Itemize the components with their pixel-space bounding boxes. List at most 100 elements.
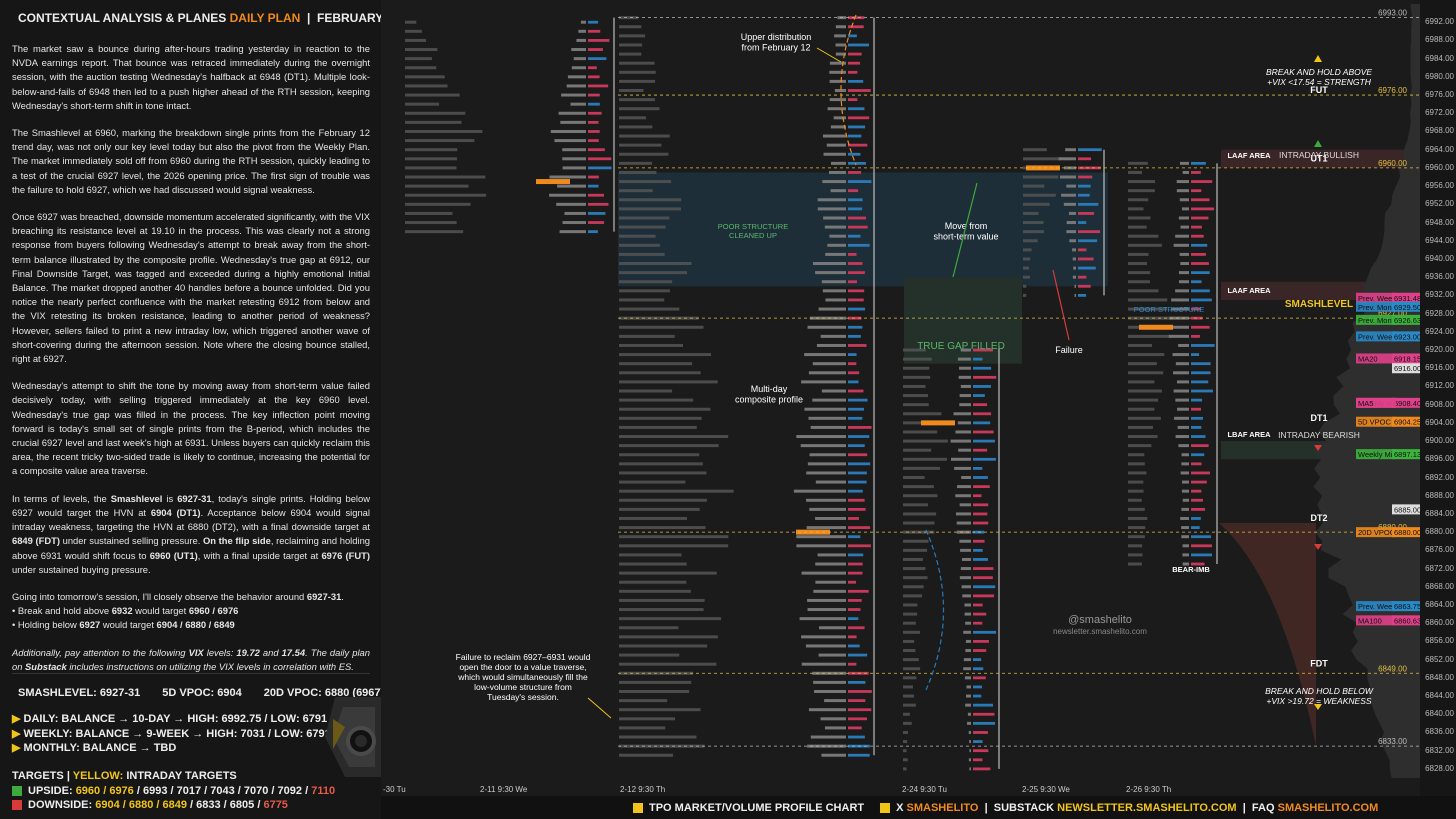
level-tag-bg	[1356, 601, 1396, 612]
delta-sell-bar	[588, 93, 600, 97]
delta-buy-bar	[588, 212, 606, 215]
volume-bar	[950, 457, 971, 461]
delta-buy-bar	[588, 184, 599, 188]
delta-sell-bar	[1191, 216, 1209, 220]
header-ticker: ES	[210, 11, 227, 25]
delta-buy-bar	[588, 102, 600, 106]
tpo-letters	[619, 98, 655, 102]
y-tick-label: 6920.00	[1425, 345, 1454, 355]
delta-sell-bar	[588, 130, 600, 133]
y-tick-label: 6848.00	[1425, 672, 1454, 682]
delta-sell-bar	[1191, 489, 1202, 493]
y-tick-label: 6872.00	[1425, 563, 1454, 573]
tpo-letters	[619, 562, 687, 566]
volume-bar	[805, 644, 846, 648]
vpoc5-label: 5D VPOC: 6904	[162, 687, 242, 699]
tpo-letters	[619, 453, 700, 457]
volume-bar	[807, 462, 846, 466]
tpo-letters	[619, 635, 718, 639]
volume-bar	[806, 526, 846, 530]
tpo-letters	[1128, 407, 1155, 411]
level-tag-value-bg	[1392, 314, 1420, 325]
tpo-letters	[1023, 257, 1031, 261]
y-tick-label: 6960.00	[1425, 162, 1454, 172]
delta-buy-bar	[848, 553, 864, 557]
delta-buy-bar	[1191, 526, 1200, 529]
annotation-dashed-curve	[840, 14, 857, 166]
tpo-letters	[1128, 553, 1143, 557]
levels-paragraph: In terms of levels, the Smashlevel is 69…	[12, 492, 370, 575]
volume-bar	[1179, 252, 1189, 256]
volume-bar	[821, 389, 846, 393]
tpo-letters	[1128, 262, 1148, 266]
volume-bar	[558, 111, 586, 115]
level-tag-label: Prev. Month POC	[1358, 316, 1417, 325]
delta-sell-bar	[848, 116, 870, 120]
poor-structure-zone	[618, 172, 1108, 287]
annotation-arrow	[952, 182, 978, 278]
delta-sell-bar	[973, 712, 995, 716]
tpo-letters	[619, 407, 711, 411]
triangle-up-icon	[1314, 140, 1322, 147]
footer-x-handle[interactable]: SMASHELITO	[906, 801, 979, 814]
volume-bar	[1061, 193, 1076, 197]
tpo-letters	[903, 512, 937, 516]
volume-bar	[1170, 325, 1189, 329]
footer-x: X	[896, 801, 904, 814]
volume-bar	[823, 152, 846, 156]
tpo-letters	[619, 334, 675, 338]
footer-substack-url[interactable]: NEWSLETTER.SMASHELITO.COM	[1057, 801, 1237, 814]
level-tag-value-bg	[1392, 416, 1420, 427]
delta-buy-bar	[973, 721, 995, 725]
volume-bar	[1177, 407, 1189, 411]
y-tick-label: 6972.00	[1425, 108, 1454, 118]
tpo-letters	[903, 667, 921, 671]
tpo-letters	[1023, 266, 1030, 270]
volume-bar	[1179, 198, 1189, 202]
volume-bar	[1169, 316, 1189, 320]
vix-note: Additionally, pay attention to the follo…	[12, 646, 370, 672]
annotation-failure-reclaim: low-volume structure from	[474, 682, 572, 692]
delta-sell-bar	[848, 589, 869, 593]
delta-sell-bar	[1191, 225, 1202, 229]
volume-bar	[963, 630, 971, 634]
volume-bar	[573, 57, 586, 61]
volume-bar	[1181, 489, 1189, 493]
delta-sell-bar	[848, 708, 872, 712]
volume-bar	[580, 20, 586, 24]
level-tag-label: Weekly Mid	[1358, 450, 1397, 459]
footer-faq-url[interactable]: SMASHELITO.COM	[1277, 801, 1379, 814]
volume-bar	[804, 407, 846, 411]
tpo-letters	[405, 111, 466, 115]
volume-bar	[956, 521, 971, 525]
delta-sell-bar	[588, 66, 597, 70]
volume-bar	[814, 689, 846, 693]
volume-bar	[965, 694, 971, 698]
triangle-down-icon	[1314, 445, 1322, 451]
level-tag-bg	[1356, 301, 1396, 312]
volume-bar	[1058, 157, 1076, 161]
price-line-label: 6833.00	[1378, 737, 1407, 746]
delta-buy-bar	[848, 489, 863, 493]
delta-buy-bar	[848, 444, 865, 448]
y-tick-label: 6828.00	[1425, 763, 1454, 773]
delta-sell-bar	[588, 221, 605, 224]
tpo-letters	[619, 507, 700, 511]
delta-sell-bar	[973, 485, 990, 489]
tpo-letters	[619, 416, 702, 420]
volume-bar	[1068, 211, 1076, 215]
volume-bar	[1176, 180, 1189, 184]
delta-buy-bar	[1078, 202, 1099, 206]
tpo-letters	[903, 557, 923, 561]
tpo-letters	[903, 439, 948, 443]
tpo-letters	[1023, 221, 1044, 225]
tpo-letters	[619, 699, 668, 703]
x-tick-label: 2-24 9:30 Tu	[902, 785, 947, 794]
delta-sell-bar	[848, 371, 860, 375]
delta-sell-bar	[848, 98, 858, 102]
delta-buy-bar	[1191, 344, 1215, 347]
delta-buy-bar	[588, 166, 612, 170]
volume-bar	[796, 544, 846, 548]
tpo-letters	[619, 170, 657, 174]
tpo-letters	[1128, 234, 1159, 238]
